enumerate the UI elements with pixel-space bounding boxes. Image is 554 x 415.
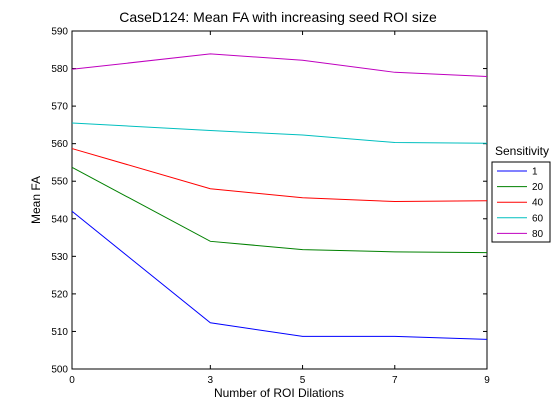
legend-label: 1 [532,167,538,178]
series-line-60 [71,122,488,144]
series-line-1 [71,210,488,340]
y-tick-label: 500 [51,365,68,376]
x-tick-label: 3 [208,375,214,386]
plot-area [71,30,488,370]
y-tick-label: 550 [51,177,68,188]
legend: 1 20 40 60 80 [497,167,544,240]
legend-label: 80 [532,229,544,240]
series-line-40 [71,148,488,203]
legend-label: 40 [532,198,544,209]
y-tick-label: 570 [51,102,68,113]
y-tick-label: 530 [51,252,68,263]
x-tick-label: 5 [300,375,306,386]
y-tick-label: 510 [51,327,68,338]
x-tick-label: 9 [484,375,490,386]
series-lines [71,53,488,340]
axis-ticks: 0 3 5 7 9 500 510 520 530 540 550 560 570 580 590 [51,27,490,387]
chart-title: CaseD124: Mean FA with increasing seed R… [119,9,437,25]
y-tick-label: 520 [51,289,68,300]
y-tick-label: 560 [51,139,68,150]
y-tick-label: 590 [51,27,68,38]
x-tick-label: 0 [69,375,75,386]
legend-label: 20 [532,182,544,193]
y-tick-label: 580 [51,64,68,75]
x-axis-label: Number of ROI Dilations [214,386,344,400]
series-line-80 [71,53,488,77]
x-tick-label: 7 [392,375,398,386]
y-tick-label: 540 [51,214,68,225]
series-line-20 [71,166,488,254]
y-axis-label: Mean FA [29,176,43,224]
legend-title: Sensitivity [495,144,549,158]
legend-label: 60 [532,213,544,224]
